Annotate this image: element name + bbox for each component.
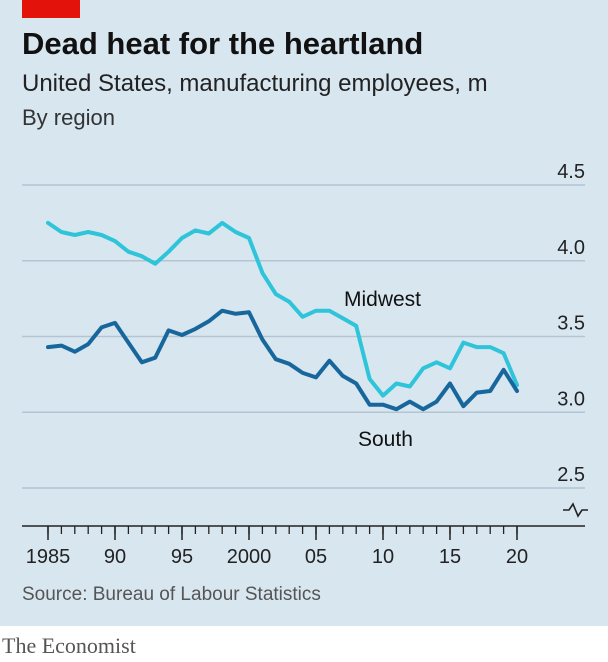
source-note: Source: Bureau of Labour Statistics (22, 584, 321, 605)
y-tick-label: 2.5 (557, 464, 585, 486)
x-tick-label: 15 (439, 546, 461, 568)
x-tick-label: 1985 (26, 546, 71, 568)
brand-red-tab (22, 0, 80, 18)
x-tick-label: 10 (372, 546, 394, 568)
series-line-midwest (46, 220, 519, 398)
series-labels: Midwest South (344, 288, 421, 451)
y-tick-label: 4.5 (557, 161, 585, 183)
y-tick-label: 3.0 (557, 388, 585, 410)
series-label-midwest: Midwest (344, 288, 421, 311)
x-tick-label: 2000 (227, 546, 272, 568)
y-tick-label: 4.0 (557, 237, 585, 259)
chart-title: Dead heat for the heartland (22, 26, 424, 61)
x-tick-label: 20 (506, 546, 528, 568)
axis-break-icon (563, 502, 588, 518)
series-lines (46, 220, 519, 412)
x-axis: 1985 90 95 2000 05 10 15 20 (22, 525, 585, 568)
chart-subtitle: United States, manufacturing employees, … (22, 70, 488, 97)
x-tick-label: 90 (104, 546, 126, 568)
line-chart: 4.5 4.0 3.5 3.0 2.5 1985 90 95 2000 05 10 15 20 Mid… (22, 161, 588, 568)
series-label-south: South (358, 428, 413, 451)
series-line-south (46, 308, 519, 412)
publication-brand: The Economist (2, 633, 136, 658)
y-tick-label: 3.5 (557, 313, 585, 335)
x-tick-label: 95 (171, 546, 193, 568)
chart-subsubtitle: By region (22, 105, 115, 130)
chart-panel (0, 0, 608, 626)
grid-lines: 4.5 4.0 3.5 3.0 2.5 (22, 161, 588, 518)
x-tick-label: 05 (305, 546, 327, 568)
